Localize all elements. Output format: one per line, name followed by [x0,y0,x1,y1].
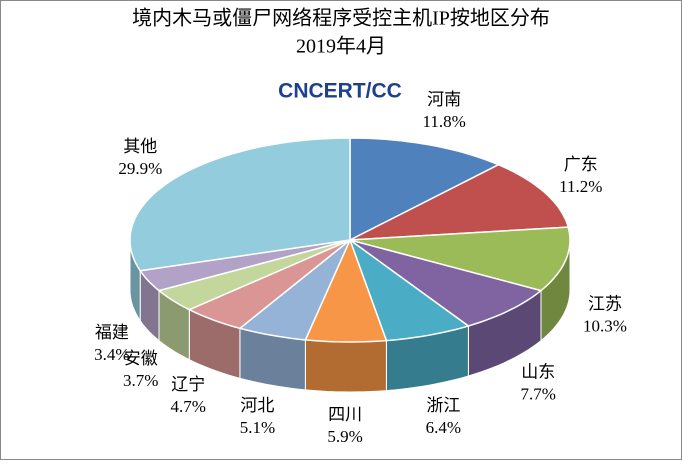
value-label: 4.7% [171,397,206,416]
value-label: 5.1% [240,418,275,437]
value-label: 3.4% [94,345,129,364]
value-label: 10.3% [583,317,627,336]
value-label: 5.9% [327,427,362,446]
slice [138,239,351,292]
category-label: 辽宁 [171,375,205,394]
slice [349,226,571,292]
category-label: 河北 [240,396,274,415]
category-label: 安徽 [124,349,158,368]
chart-subtitle: 2019年4月 [296,35,386,58]
value-label: 6.4% [426,418,461,437]
slice [349,163,570,241]
slice [129,137,351,272]
slice-side [304,339,387,393]
value-label: 3.7% [123,371,158,390]
slice [349,137,501,242]
category-label: 广东 [564,155,598,174]
slice [348,237,471,342]
category-label: 福建 [95,323,129,342]
value-label: 11.8% [422,112,465,131]
value-label: 11.2% [559,177,602,196]
category-label: 河南 [427,90,461,109]
category-label: 浙江 [426,396,460,415]
category-label: 四川 [328,405,362,424]
category-label: 其他 [123,137,157,156]
value-label: 7.7% [521,384,556,403]
slice [349,239,543,327]
logo: CNCERT/CC [278,80,402,103]
category-label: 山东 [521,362,555,381]
slice [187,239,351,330]
slice [304,237,388,343]
slice [157,239,351,311]
value-label: 29.9% [118,159,162,178]
chart-title: 境内木马或僵尸网络程序受控主机IP按地区分布 [132,7,550,30]
slice [238,239,351,341]
category-label: 江苏 [588,295,622,314]
